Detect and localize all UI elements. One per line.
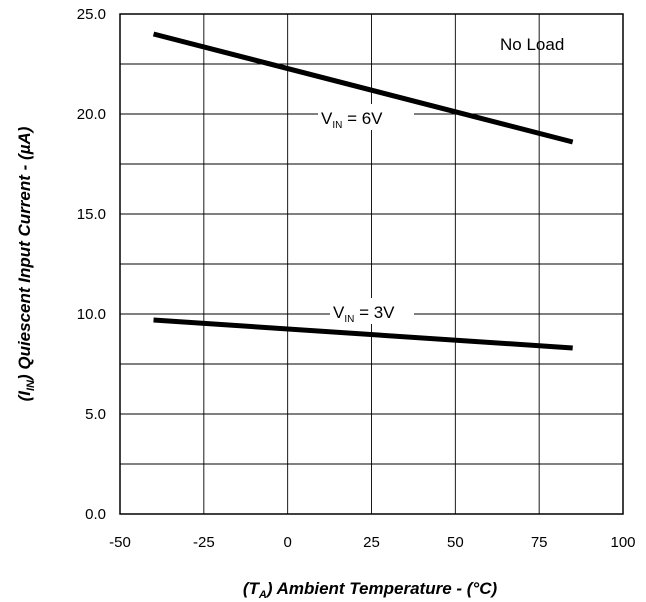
y-axis-title-rest: ) Quiescent Input Current - (µA) (15, 126, 34, 382)
x-tick-label: 0 (283, 534, 291, 551)
x-axis-title-sub: A (258, 589, 267, 601)
x-tick-label: 25 (363, 534, 380, 551)
y-axis-title: (IIN) Quiescent Input Current - (µA) (15, 126, 37, 401)
x-tick-label: 75 (531, 534, 548, 551)
x-axis-title: (TA) Ambient Temperature - (°C) (243, 579, 498, 601)
x-axis-title-rest: ) Ambient Temperature - (°C) (265, 579, 498, 598)
y-tick-labels: 0.0 5.0 10.0 15.0 20.0 25.0 (77, 6, 106, 523)
x-tick-label: 100 (610, 534, 635, 551)
y-tick-label: 10.0 (77, 306, 106, 323)
vin3-annotation: VIN = 3V (330, 298, 414, 325)
vin6-sub: IN (332, 120, 342, 131)
y-tick-label: 20.0 (77, 106, 106, 123)
plot-frame (119, 13, 624, 515)
vin6-rest: = 6V (342, 109, 383, 128)
x-tick-labels: -50 -25 0 25 50 75 100 (109, 534, 635, 551)
x-axis-title-open: (T (243, 579, 261, 598)
no-load-annotation: No Load (500, 35, 564, 54)
vin3-main: V (333, 303, 345, 322)
vin3-sub: IN (344, 314, 354, 325)
x-tick-label: -25 (193, 534, 215, 551)
vin6-annotation: VIN = 6V (318, 104, 414, 131)
x-tick-label: 50 (447, 534, 464, 551)
y-tick-label: 25.0 (77, 6, 106, 23)
svg-text:VIN = 3V: VIN = 3V (333, 303, 395, 325)
y-tick-label: 5.0 (85, 406, 106, 423)
x-tick-label: -50 (109, 534, 131, 551)
series-line-1 (152, 31, 574, 145)
vin6-main: V (321, 109, 333, 128)
svg-text:VIN = 6V: VIN = 6V (321, 109, 383, 131)
y-axis-title-sub: IN (25, 379, 37, 391)
series-group (152, 31, 574, 351)
y-tick-label: 15.0 (77, 206, 106, 223)
y-tick-label: 0.0 (85, 506, 106, 523)
y-axis-title-open: (I (15, 390, 34, 402)
series-line-2 (153, 317, 573, 351)
vin3-rest: = 3V (354, 303, 395, 322)
